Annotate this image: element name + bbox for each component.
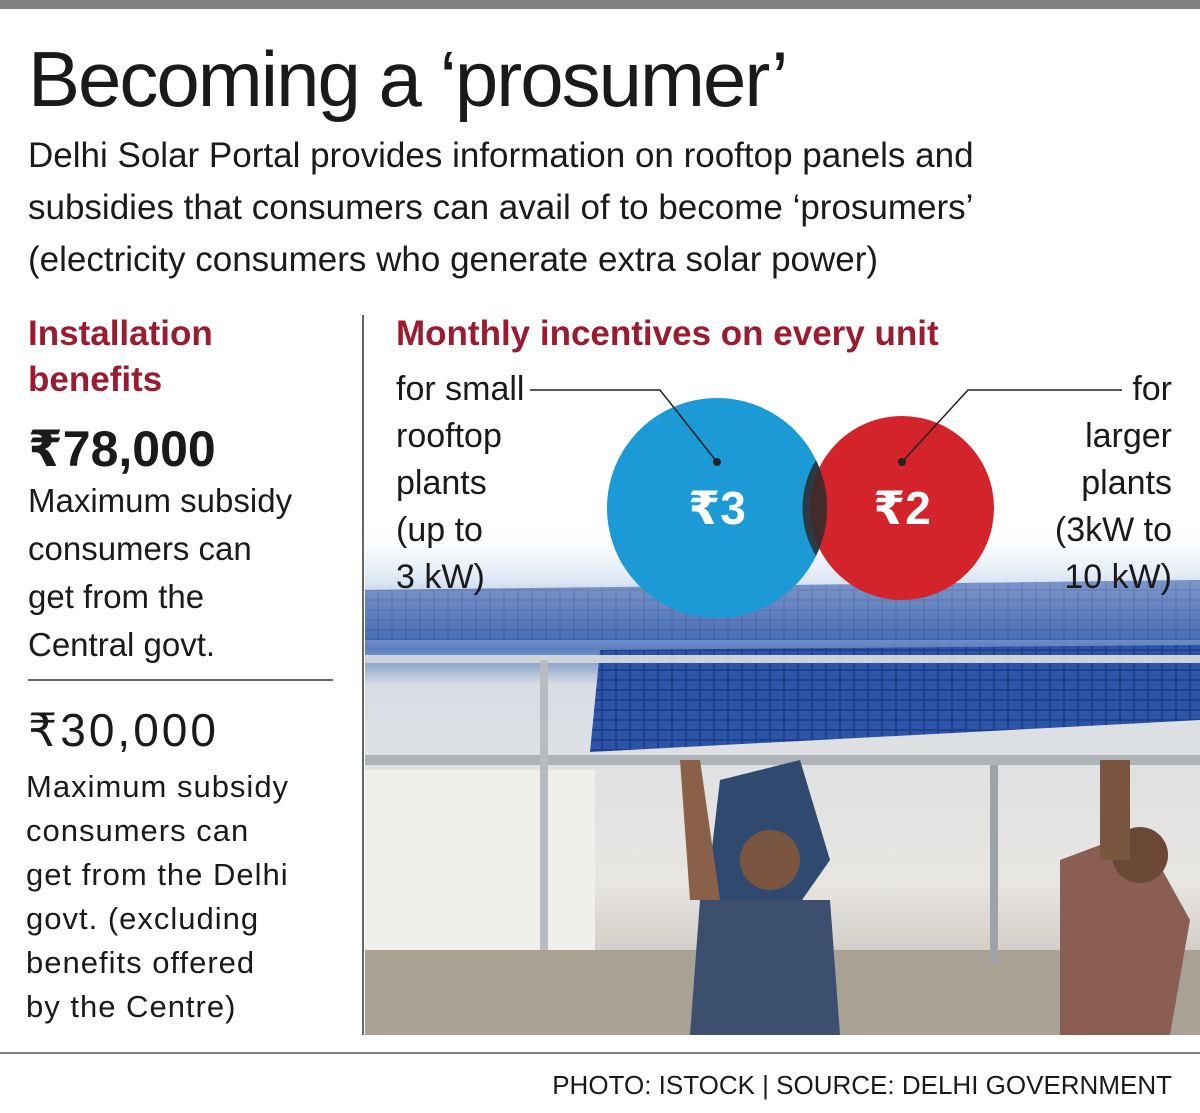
text-line: Maximum subsidy — [28, 482, 293, 519]
text-line: Maximum subsidy — [26, 769, 290, 804]
subtitle-line: (electricity consumers who generate extr… — [28, 240, 879, 279]
leader-dot — [713, 458, 721, 466]
text-line: by the Centre) — [26, 989, 237, 1024]
text-line: govt. (excluding — [26, 901, 260, 936]
title: Becoming a ‘prosumer’ — [28, 35, 789, 123]
text-line: (up to — [396, 511, 483, 549]
text-line: rooftop — [396, 417, 502, 455]
delhi-amount: ₹30,000 — [28, 704, 219, 756]
photo — [365, 520, 1200, 1035]
overlap — [802, 460, 828, 556]
section-heading: benefits — [28, 360, 163, 399]
text-line: consumers can — [28, 530, 252, 567]
text-line: 10 kW) — [1064, 558, 1172, 596]
footer-credit: PHOTO: ISTOCK | SOURCE: DELHI GOVERNMENT — [552, 1070, 1172, 1100]
text-line: get from the — [28, 578, 205, 615]
leader-lines — [530, 389, 1122, 463]
text-line: plants — [396, 464, 487, 502]
top-bar — [0, 0, 1200, 9]
text-line: for small — [396, 370, 525, 408]
text-line: get from the Delhi — [26, 857, 289, 892]
text-line: plants — [1081, 464, 1172, 502]
text-line: Central govt. — [28, 626, 216, 663]
text-line: (3kW to — [1054, 511, 1172, 549]
section-heading: Installation — [28, 314, 213, 353]
incentive-circles — [607, 398, 994, 618]
text-line: larger — [1085, 417, 1172, 455]
subtitle-line: Delhi Solar Portal provides information … — [28, 136, 974, 175]
section-heading: Monthly incentives on every unit — [396, 314, 939, 353]
text-line: benefits offered — [26, 945, 256, 980]
central-amount: ₹78,000 — [28, 421, 216, 477]
subtitle-line: subsidies that consumers can avail of to… — [28, 188, 974, 227]
leader-dot — [898, 458, 906, 466]
large-plant-circle — [810, 416, 994, 600]
text-line: 3 kW) — [396, 558, 485, 596]
text-line: consumers can — [26, 813, 250, 848]
text-line: for — [1132, 370, 1172, 408]
small-plant-circle — [607, 398, 827, 618]
